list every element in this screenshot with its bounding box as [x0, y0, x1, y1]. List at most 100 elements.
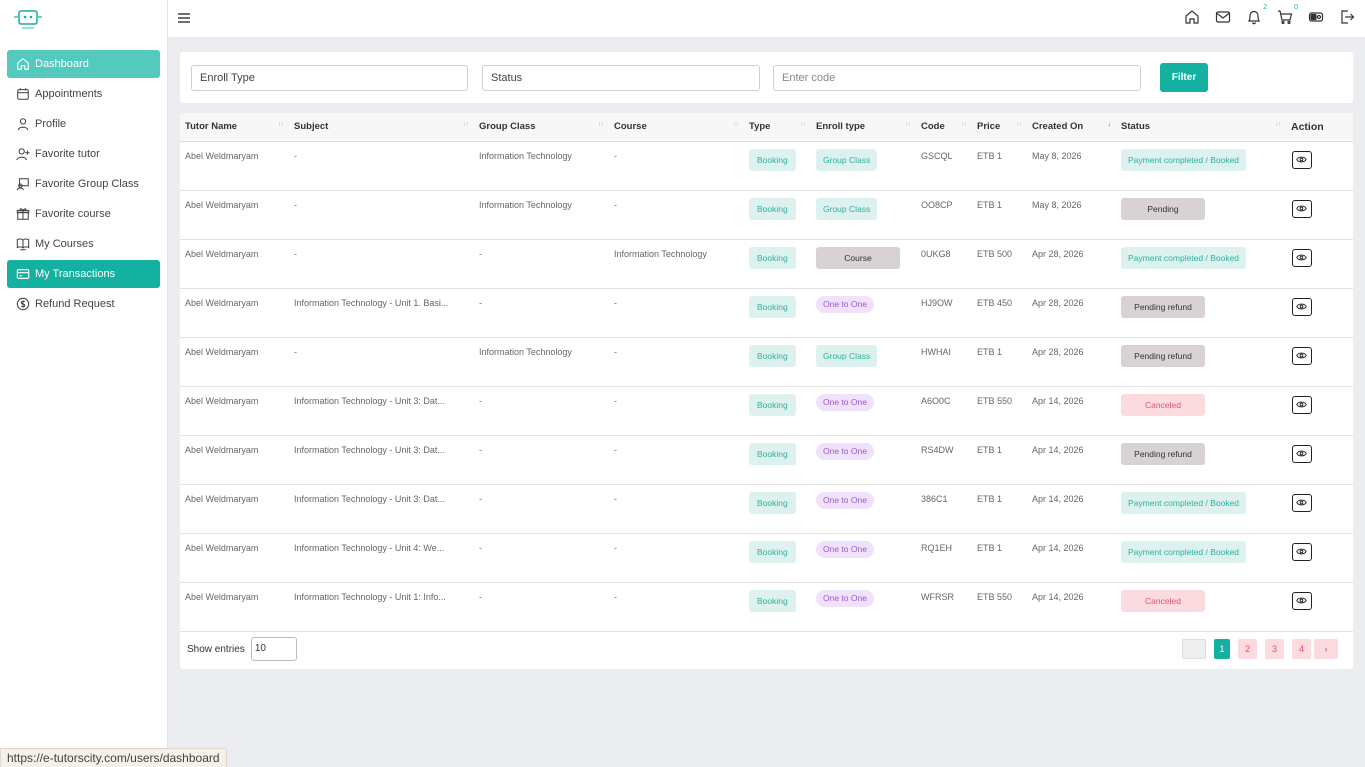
sidebar-item-dashboard[interactable]: Dashboard [7, 50, 160, 78]
sort-icon[interactable]: ↓↑ [463, 121, 469, 128]
table-row: Abel Weldmaryam Information Technology - … [180, 484, 1353, 534]
view-button[interactable] [1292, 199, 1312, 218]
pagination-next-button[interactable]: › [1314, 639, 1338, 659]
sort-icon[interactable]: ↓↑ [598, 121, 604, 128]
status-badge: Pending refund [1121, 295, 1205, 318]
cell-tutor-name: Abel Weldmaryam [180, 582, 289, 632]
enroll-type-select[interactable]: Enroll Type [191, 65, 468, 91]
cell-enroll-type: One to One [811, 484, 916, 534]
table-row: Abel Weldmaryam Information Technology - … [180, 435, 1353, 485]
sort-icon[interactable]: ↓↑ [905, 121, 911, 128]
sort-icon[interactable]: ↓↑ [278, 121, 284, 128]
filter-button[interactable]: Filter [1160, 63, 1208, 92]
cell-subject: Information Technology - Unit 3: Dat... [289, 484, 474, 534]
column-header-course[interactable]: Course ↓↑ [609, 113, 744, 142]
table-row: Abel Weldmaryam Information Technology - … [180, 288, 1353, 338]
enroll-type-badge: One to One [816, 491, 874, 509]
logout-button[interactable] [1339, 9, 1357, 27]
column-header-status[interactable]: Status ↓↑ [1116, 113, 1286, 142]
sort-icon[interactable]: ↓↑ [1275, 121, 1281, 128]
pagination-page-2[interactable]: 2 [1238, 639, 1257, 659]
view-button[interactable] [1292, 542, 1312, 561]
cell-subject: - [289, 141, 474, 191]
calendar-icon [17, 88, 29, 100]
cell-status: Payment completed / Booked [1116, 484, 1286, 534]
pagination: 1 2 3 4 › [1179, 639, 1338, 659]
pagination-page-4[interactable]: 4 [1292, 639, 1311, 659]
cell-price: ETB 1 [972, 337, 1027, 387]
cell-price: ETB 1 [972, 190, 1027, 240]
column-header-code[interactable]: Code ↓↑ [916, 113, 972, 142]
logo-icon[interactable] [13, 8, 43, 30]
sidebar-item-favorite-tutor[interactable]: Favorite tutor [7, 140, 160, 168]
filter-panel: Enroll Type Status Enter code Filter [180, 52, 1353, 103]
sort-icon[interactable]: ↓↑ [800, 121, 806, 128]
view-button[interactable] [1292, 395, 1312, 414]
home-button[interactable] [1184, 9, 1202, 27]
hamburger-menu-icon[interactable] [177, 11, 191, 25]
messages-button[interactable] [1215, 9, 1233, 27]
view-button[interactable] [1292, 248, 1312, 267]
status-badge: Payment completed / Booked [1121, 148, 1247, 171]
sidebar-item-favorite-group-class[interactable]: Favorite Group Class [7, 170, 160, 198]
column-header-type[interactable]: Type ↓↑ [744, 113, 811, 142]
cell-course: - [609, 435, 744, 485]
sort-icon[interactable]: ↓↑ [733, 121, 739, 128]
cell-tutor-name: Abel Weldmaryam [180, 141, 289, 191]
cell-type: Booking [744, 190, 811, 240]
language-toggle-button[interactable] [1308, 9, 1326, 27]
sidebar-item-label: Refund Request [35, 298, 115, 310]
column-header-enroll-type[interactable]: Enroll type ↓↑ [811, 113, 916, 142]
sidebar-item-favorite-course[interactable]: Favorite course [7, 200, 160, 228]
table-row: Abel Weldmaryam Information Technology - … [180, 386, 1353, 436]
type-badge: Booking [749, 491, 796, 514]
sidebar-item-appointments[interactable]: Appointments [7, 80, 160, 108]
pagination-page-1[interactable]: 1 [1214, 639, 1230, 659]
table-row: Abel Weldmaryam - Information Technology - B… [180, 337, 1353, 387]
cell-tutor-name: Abel Weldmaryam [180, 239, 289, 289]
sort-icon[interactable]: ↓↑ [1016, 121, 1022, 128]
enroll-type-badge: One to One [816, 540, 874, 558]
column-header-created-on[interactable]: Created On ↓ [1027, 113, 1116, 142]
view-button[interactable] [1292, 444, 1312, 463]
view-button[interactable] [1292, 346, 1312, 365]
user-plus-icon [16, 148, 30, 161]
view-button[interactable] [1292, 297, 1312, 316]
view-button[interactable] [1292, 493, 1312, 512]
cell-code: HWHAI [916, 337, 972, 387]
sidebar-item-my-transactions[interactable]: My Transactions [7, 260, 160, 288]
transactions-table: Tutor Name ↓↑ Subject ↓↑ Group Class ↓↑ Cou… [180, 113, 1353, 632]
entries-select[interactable]: 10 [250, 637, 297, 661]
enroll-type-badge: Course [816, 246, 900, 269]
pagination-page-3[interactable]: 3 [1265, 639, 1284, 659]
cart-button[interactable]: 0 [1277, 4, 1298, 27]
cell-price: ETB 1 [972, 435, 1027, 485]
notifications-button[interactable]: 2 [1246, 4, 1267, 27]
status-select[interactable]: Status [482, 65, 760, 91]
cell-subject: Information Technology - Unit 1: Info... [289, 582, 474, 632]
sidebar-item-label: Dashboard [35, 58, 89, 70]
cell-subject: - [289, 337, 474, 387]
sidebar-item-my-courses[interactable]: My Courses [7, 230, 160, 258]
column-header-price[interactable]: Price ↓↑ [972, 113, 1027, 142]
code-input[interactable]: Enter code [773, 65, 1141, 91]
pagination-prev-button[interactable] [1182, 639, 1206, 659]
sort-icon[interactable]: ↓↑ [961, 121, 967, 128]
column-header-tutor-name[interactable]: Tutor Name ↓↑ [180, 113, 289, 142]
view-button[interactable] [1292, 150, 1312, 169]
cell-type: Booking [744, 435, 811, 485]
cell-status: Pending refund [1116, 337, 1286, 387]
column-header-subject[interactable]: Subject ↓↑ [289, 113, 474, 142]
cell-subject: - [289, 190, 474, 240]
sort-desc-icon[interactable]: ↓ [1107, 121, 1111, 128]
cell-price: ETB 550 [972, 582, 1027, 632]
sidebar-item-profile[interactable]: Profile [7, 110, 160, 138]
column-header-group-class[interactable]: Group Class ↓↑ [474, 113, 609, 142]
view-button[interactable] [1292, 591, 1312, 610]
sidebar-item-refund-request[interactable]: Refund Request [7, 290, 160, 318]
table-row: Abel Weldmaryam - Information Technology - B… [180, 141, 1353, 191]
topbar: 2 0 [168, 0, 1365, 38]
eye-icon [1296, 401, 1307, 407]
cell-group-class: - [474, 386, 609, 436]
table-row: Abel Weldmaryam - - Information Technology B… [180, 239, 1353, 289]
